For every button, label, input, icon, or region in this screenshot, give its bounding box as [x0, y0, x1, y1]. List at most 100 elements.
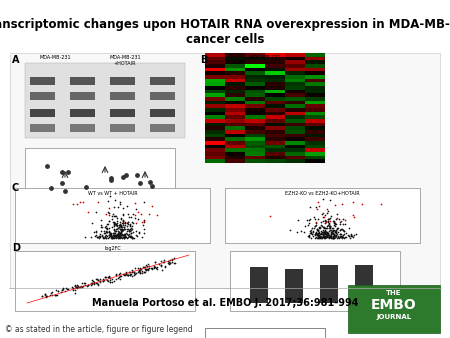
Point	[158, 263, 165, 268]
FancyBboxPatch shape	[225, 61, 245, 64]
Point	[329, 235, 336, 240]
FancyBboxPatch shape	[245, 126, 265, 130]
Point	[326, 228, 333, 233]
Point	[89, 281, 96, 286]
Point	[117, 226, 124, 232]
Point	[111, 204, 118, 210]
FancyBboxPatch shape	[110, 124, 135, 132]
Point	[94, 282, 101, 288]
Point	[119, 218, 126, 223]
Point	[320, 234, 328, 239]
Point	[116, 224, 123, 230]
Point	[119, 211, 126, 216]
Point	[113, 234, 121, 240]
Point	[127, 233, 135, 239]
Point	[115, 229, 122, 235]
FancyBboxPatch shape	[225, 115, 245, 119]
Point	[331, 227, 338, 233]
Point	[115, 225, 122, 231]
Point	[339, 234, 346, 240]
Point	[306, 217, 313, 222]
Point	[310, 230, 317, 235]
Point	[122, 172, 129, 177]
Point	[326, 235, 333, 240]
Point	[330, 233, 338, 238]
Point	[306, 220, 313, 225]
Point	[326, 232, 333, 237]
Point	[315, 234, 322, 240]
FancyBboxPatch shape	[225, 159, 245, 163]
FancyBboxPatch shape	[225, 57, 245, 61]
FancyBboxPatch shape	[225, 79, 245, 82]
FancyBboxPatch shape	[285, 119, 305, 123]
Point	[337, 219, 344, 225]
Point	[328, 214, 335, 219]
Point	[166, 260, 174, 266]
FancyBboxPatch shape	[305, 104, 325, 108]
Point	[329, 228, 336, 233]
Point	[125, 272, 132, 278]
Point	[141, 227, 148, 232]
Point	[314, 231, 321, 237]
FancyBboxPatch shape	[285, 115, 305, 119]
Point	[136, 266, 144, 271]
Point	[351, 232, 358, 238]
Point	[75, 285, 82, 290]
Point	[333, 232, 340, 238]
Point	[58, 289, 65, 294]
Point	[59, 286, 67, 291]
Point	[319, 223, 326, 228]
Point	[320, 233, 327, 238]
Point	[315, 235, 322, 240]
Point	[112, 221, 119, 226]
Point	[109, 279, 116, 284]
FancyBboxPatch shape	[225, 71, 245, 75]
Point	[119, 225, 126, 230]
Point	[123, 204, 130, 209]
Point	[117, 276, 124, 281]
Point	[127, 214, 134, 220]
Point	[140, 217, 148, 222]
Point	[320, 196, 327, 201]
Point	[320, 218, 327, 223]
Point	[97, 234, 104, 240]
FancyBboxPatch shape	[150, 124, 175, 132]
FancyBboxPatch shape	[285, 123, 305, 126]
Point	[122, 233, 129, 238]
Point	[132, 271, 139, 276]
Point	[319, 235, 326, 241]
Point	[115, 234, 122, 239]
FancyBboxPatch shape	[225, 123, 245, 126]
Point	[108, 235, 116, 241]
Point	[137, 180, 144, 186]
Point	[313, 233, 320, 238]
Text: MDA-MB-231
+HOTAIR: MDA-MB-231 +HOTAIR	[109, 55, 141, 66]
Point	[324, 234, 331, 240]
FancyBboxPatch shape	[225, 145, 245, 148]
Point	[132, 206, 140, 212]
Point	[124, 226, 131, 231]
Point	[105, 225, 112, 231]
Point	[112, 221, 120, 227]
Point	[112, 226, 120, 232]
Point	[122, 219, 129, 225]
Point	[106, 229, 113, 235]
Point	[129, 268, 136, 273]
Point	[309, 233, 316, 238]
FancyBboxPatch shape	[245, 61, 265, 64]
Point	[126, 226, 133, 232]
FancyBboxPatch shape	[245, 123, 265, 126]
Point	[322, 235, 329, 240]
Point	[312, 217, 319, 222]
Point	[126, 227, 133, 233]
Point	[328, 232, 335, 237]
Point	[127, 230, 134, 236]
Point	[315, 224, 323, 229]
Point	[113, 222, 121, 228]
FancyBboxPatch shape	[305, 115, 325, 119]
Point	[110, 278, 117, 284]
Point	[136, 270, 144, 275]
FancyBboxPatch shape	[245, 97, 265, 101]
Point	[138, 220, 145, 225]
Point	[315, 228, 322, 233]
